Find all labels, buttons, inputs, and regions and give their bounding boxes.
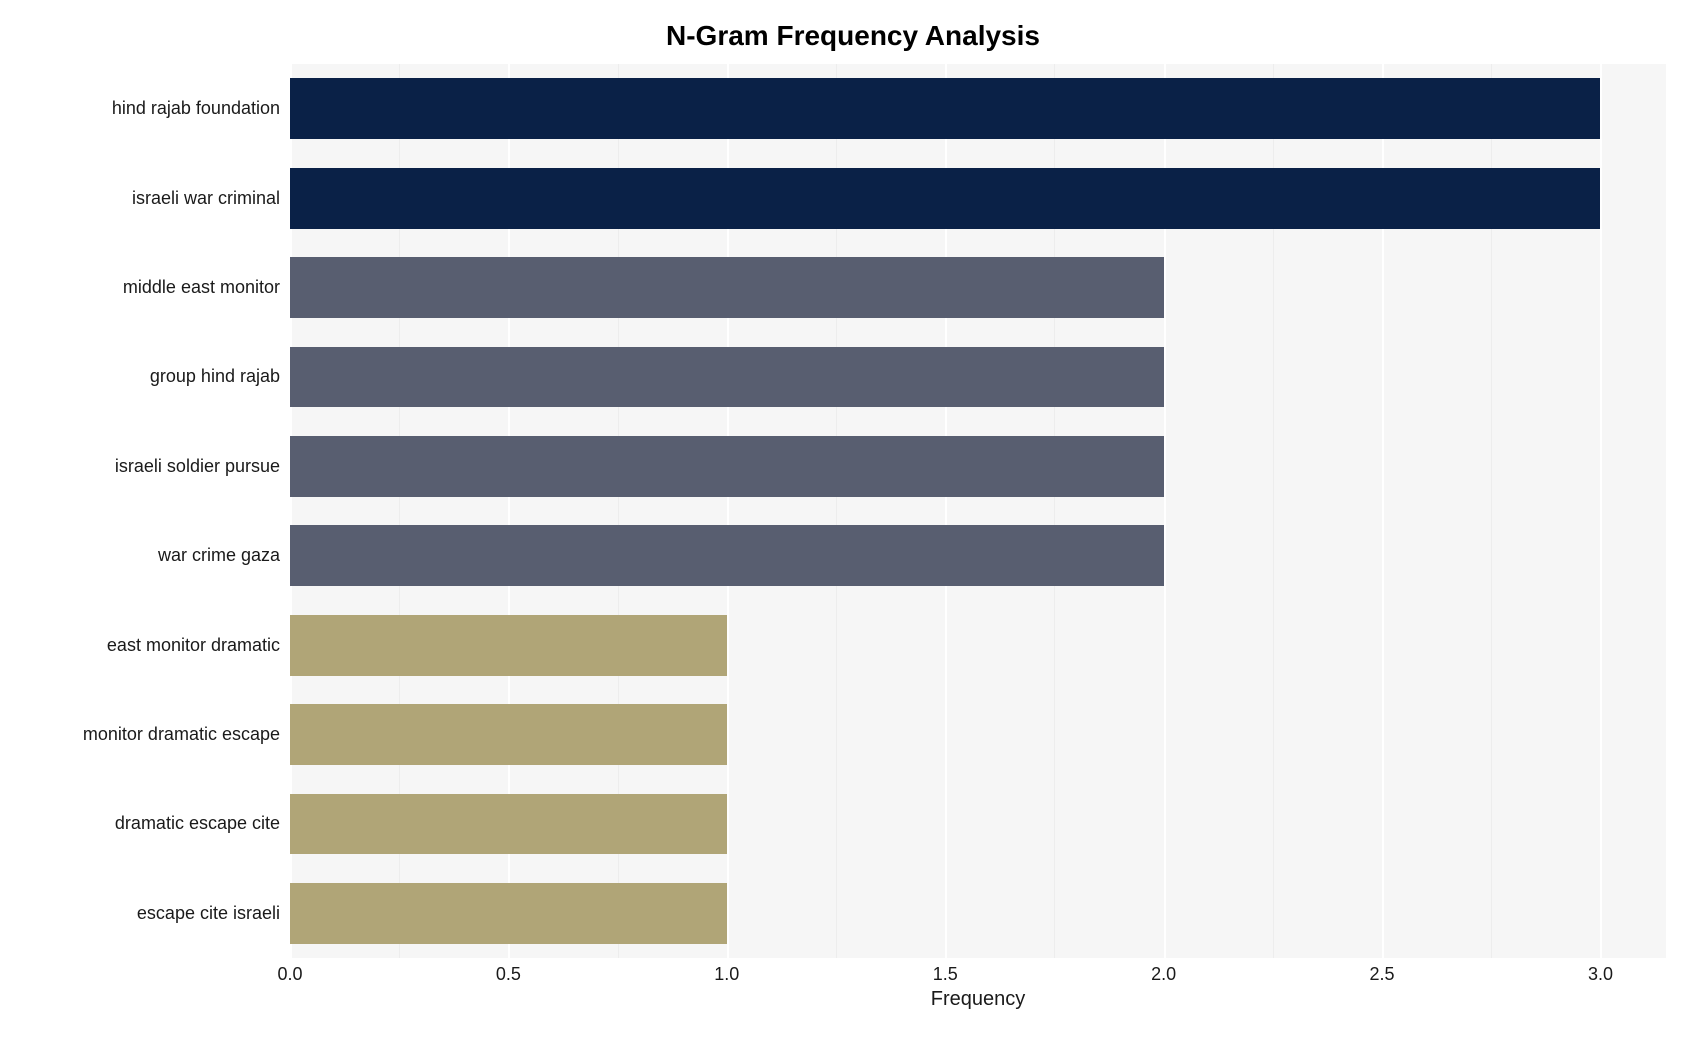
x-axis-tick: 0.5	[496, 964, 521, 985]
x-axis-ticks: 0.00.51.01.52.02.53.0	[290, 958, 1666, 988]
x-axis-tick: 1.0	[714, 964, 739, 985]
y-axis-label: hind rajab foundation	[112, 98, 280, 119]
chart-wrapper: N-Gram Frequency Analysis hind rajab fou…	[0, 0, 1706, 1051]
x-axis-tick: 3.0	[1588, 964, 1613, 985]
y-axis-label: group hind rajab	[150, 366, 280, 387]
bar-slot	[290, 153, 1666, 242]
y-axis: hind rajab foundation israeli war crimina…	[40, 64, 290, 958]
bar-slot	[290, 511, 1666, 600]
bars-container	[290, 64, 1666, 958]
x-axis-tick: 0.0	[277, 964, 302, 985]
y-axis-label: escape cite israeli	[137, 903, 280, 924]
plot-area	[290, 64, 1666, 958]
x-axis-tick: 2.5	[1370, 964, 1395, 985]
chart-title: N-Gram Frequency Analysis	[40, 20, 1666, 64]
bar-slot	[290, 243, 1666, 332]
x-axis-spacer	[40, 958, 290, 988]
x-axis-label: Frequency	[290, 988, 1666, 1011]
bar	[290, 436, 1164, 497]
y-axis-label: war crime gaza	[158, 545, 280, 566]
bar	[290, 168, 1600, 229]
bar-slot	[290, 600, 1666, 689]
bar	[290, 615, 727, 676]
x-axis-tick: 2.0	[1151, 964, 1176, 985]
bar	[290, 883, 727, 944]
y-axis-label: monitor dramatic escape	[83, 724, 280, 745]
bar	[290, 257, 1164, 318]
bar-slot	[290, 690, 1666, 779]
y-axis-label: israeli soldier pursue	[115, 456, 280, 477]
bar-slot	[290, 332, 1666, 421]
bar-slot	[290, 64, 1666, 153]
x-label-spacer	[40, 988, 290, 1011]
bar	[290, 525, 1164, 586]
y-axis-label: israeli war criminal	[132, 188, 280, 209]
bar-slot	[290, 869, 1666, 958]
bar-slot	[290, 422, 1666, 511]
bar	[290, 794, 727, 855]
bar	[290, 78, 1600, 139]
y-axis-label: dramatic escape cite	[115, 813, 280, 834]
x-label-row: Frequency	[40, 988, 1666, 1011]
y-axis-label: middle east monitor	[123, 277, 280, 298]
y-axis-label: east monitor dramatic	[107, 635, 280, 656]
x-axis-row: 0.0 0.5 1.0 1.5 2.0 2.5 3.0	[40, 958, 1666, 988]
x-axis-tick: 1.5	[933, 964, 958, 985]
bar-slot	[290, 779, 1666, 868]
plot-row: hind rajab foundation israeli war crimina…	[40, 64, 1666, 958]
bar	[290, 704, 727, 765]
bar	[290, 347, 1164, 408]
